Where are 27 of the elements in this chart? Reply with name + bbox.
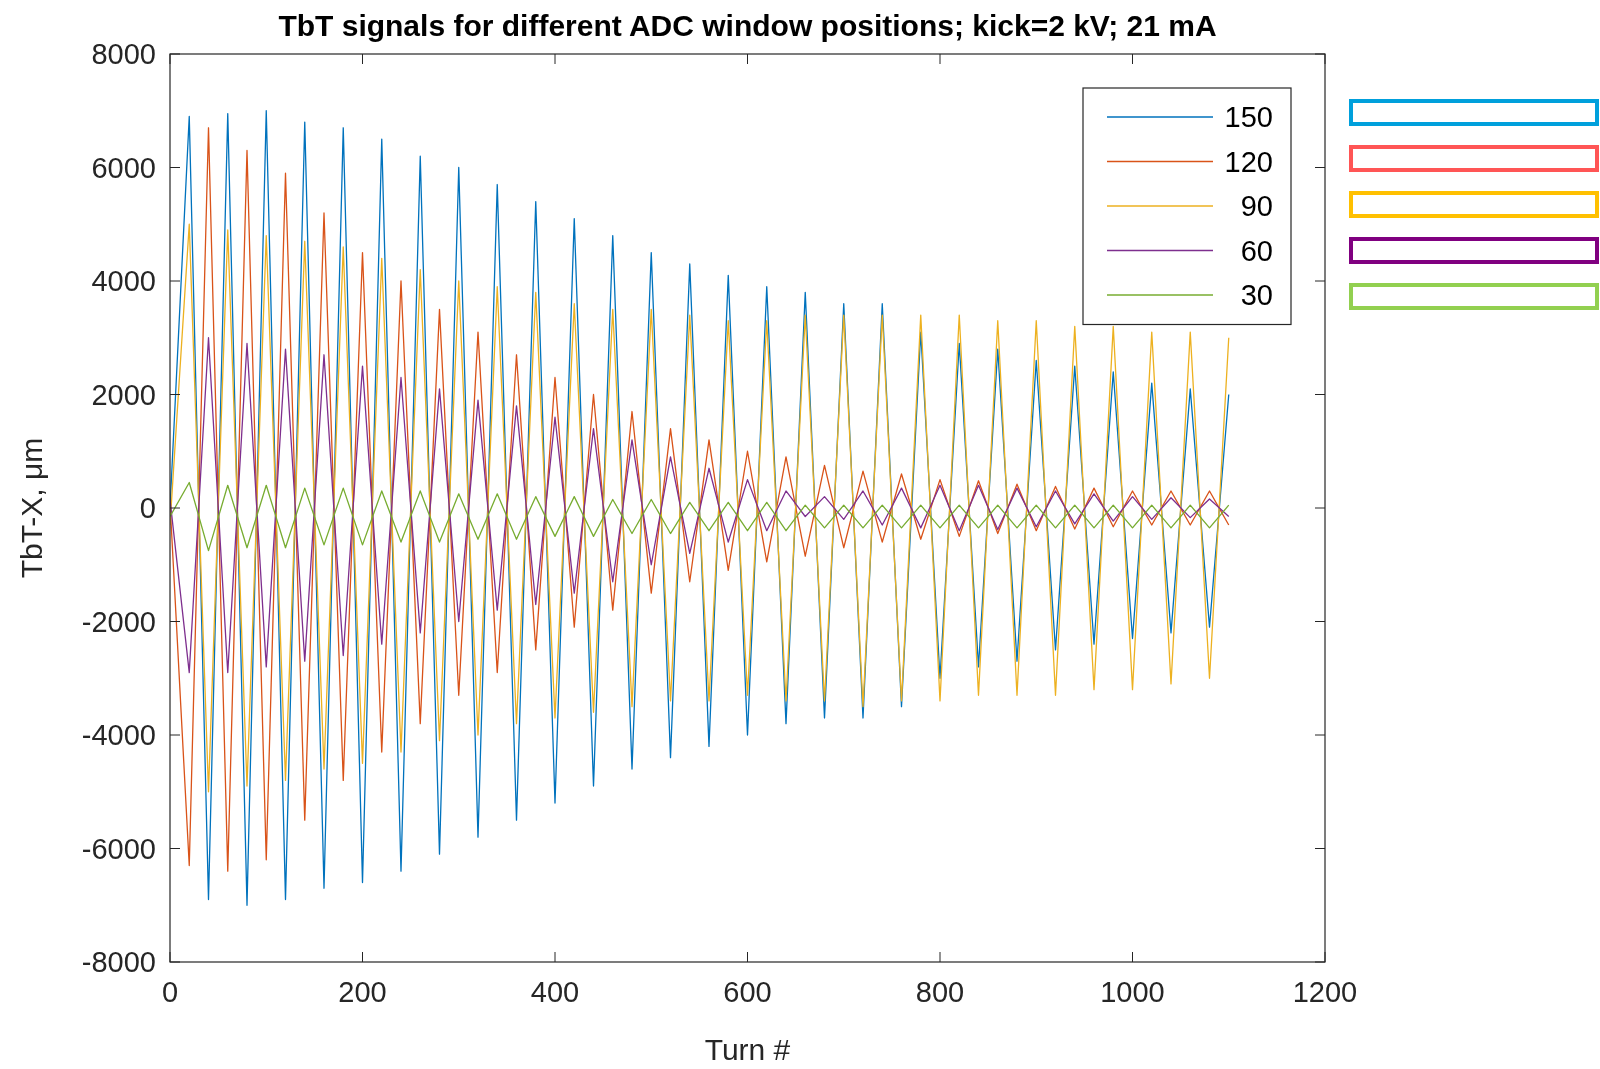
legend-label: 30 <box>1240 279 1273 312</box>
x-tick-label: 200 <box>338 976 387 1008</box>
x-axis-title: Turn # <box>704 1033 791 1066</box>
x-tick-label: 600 <box>723 976 772 1008</box>
legend-label: 150 <box>1224 101 1273 134</box>
legend-label: 60 <box>1240 234 1273 267</box>
y-tick-label: 6000 <box>91 151 156 184</box>
x-tick-label: 1200 <box>1292 976 1358 1008</box>
x-tick-label: 0 <box>161 976 179 1008</box>
y-tick-label: -8000 <box>81 946 156 979</box>
y-tick-label: 8000 <box>91 38 156 71</box>
y-tick-label: 0 <box>139 492 156 525</box>
line-series <box>170 337 1230 674</box>
x-tick-label: 400 <box>530 976 580 1008</box>
y-tick-label: -2000 <box>81 605 156 638</box>
chart-title: TbT signals for different ADC window positions; kick=2 kV; 21 mA <box>278 9 1217 42</box>
x-tick-label: 1000 <box>1100 976 1165 1008</box>
x-tick-label: 800 <box>915 976 965 1008</box>
line-series <box>170 223 1230 793</box>
legend-label: 90 <box>1240 190 1273 223</box>
y-tick-label: 2000 <box>91 378 156 411</box>
line-series <box>170 481 1230 552</box>
y-axis-title: TbT-X, μm <box>15 437 48 579</box>
y-tick-label: -4000 <box>81 719 156 752</box>
legend-label: 120 <box>1224 145 1273 178</box>
y-tick-label: 4000 <box>91 265 156 298</box>
y-tick-label: -6000 <box>81 832 156 865</box>
